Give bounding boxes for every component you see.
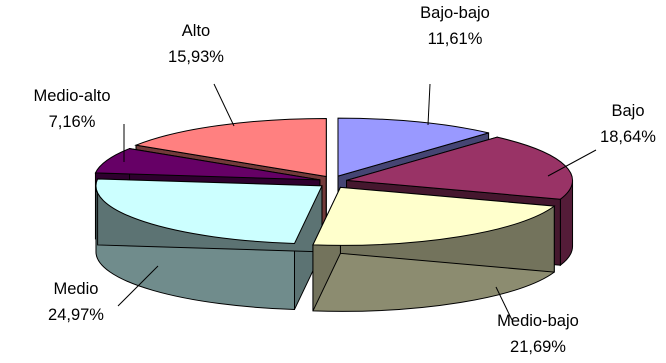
slice-value-medio-alto: 7,16% xyxy=(49,113,96,131)
leader-line-bajo xyxy=(547,149,597,177)
slice-value-bajo: 18,64% xyxy=(600,128,656,146)
slice-value-medio: 24,97% xyxy=(48,306,104,324)
slice-medio-bajo xyxy=(312,186,556,312)
slice-medio-alto-top xyxy=(94,148,320,181)
leader-lines xyxy=(117,83,597,321)
slice-label-medio: Medio xyxy=(54,280,99,298)
pie-slices xyxy=(94,117,574,312)
slice-label-medio-alto: Medio-alto xyxy=(33,87,110,105)
slice-value-medio-bajo: 21,69% xyxy=(510,338,566,356)
slice-medio-bajo-top xyxy=(312,186,556,246)
leader-line-medio-bajo xyxy=(495,286,513,321)
slice-bajo-bajo-top xyxy=(337,117,489,177)
slice-value-alto: 15,93% xyxy=(168,48,224,66)
slice-label-alto: Alto xyxy=(182,22,210,40)
slice-label-bajo: Bajo xyxy=(611,102,644,120)
leader-line-medio xyxy=(117,265,159,307)
slice-label-medio-bajo: Medio-bajo xyxy=(497,312,579,330)
leader-line-alto xyxy=(213,83,235,127)
slice-value-bajo-bajo: 11,61% xyxy=(428,30,483,48)
slice-bajo-top xyxy=(346,136,574,200)
slice-medio xyxy=(95,178,323,310)
slice-alto-top xyxy=(134,117,327,178)
slice-medio-top xyxy=(95,178,323,244)
leader-line-bajo-bajo xyxy=(427,83,431,126)
slice-label-bajo-bajo: Bajo-bajo xyxy=(420,4,490,22)
data-labels: Bajo-bajo 11,61% Bajo 18,64% Medio-bajo 21,69… xyxy=(33,4,656,356)
